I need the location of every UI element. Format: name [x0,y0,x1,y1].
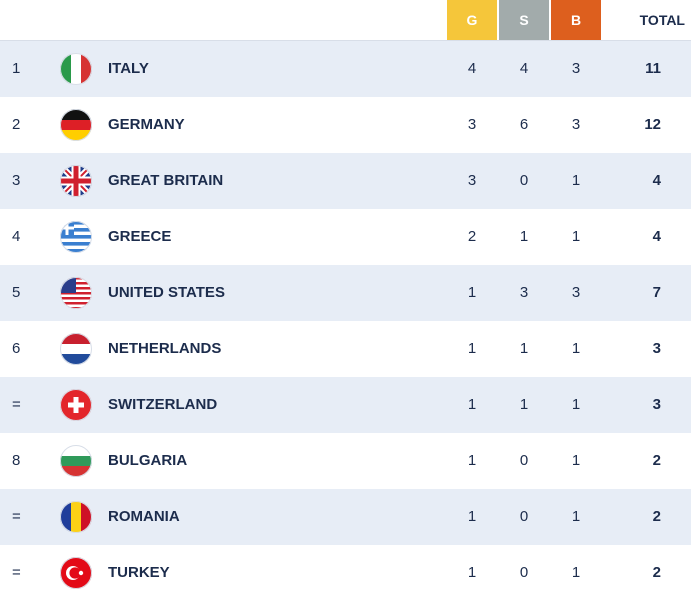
bronze-count: 3 [571,60,581,77]
rank: = [12,564,21,581]
rank: 4 [12,228,21,245]
table-row: 5 UNITED STATES 1 3 3 7 [0,265,691,321]
country-name: ITALY [108,60,149,77]
flag-icon [60,109,92,145]
gold-count: 1 [467,508,477,525]
flag-icon [60,277,92,313]
country-name: ROMANIA [108,508,180,525]
table-row: 8 BULGARIA 1 0 1 2 [0,433,691,489]
silver-header: S [499,0,549,40]
flag-icon [60,53,92,89]
gold-count: 3 [467,172,477,189]
silver-count: 0 [519,452,529,469]
gold-count: 4 [467,60,477,77]
silver-count: 1 [519,228,529,245]
bronze-header: B [551,0,601,40]
table-row: 3 GREAT BRITAIN 3 0 1 4 [0,153,691,209]
country-name: GERMANY [108,116,185,133]
total-count: 3 [652,396,661,413]
gold-count: 1 [467,564,477,581]
silver-count: 4 [519,60,529,77]
rank: = [12,396,21,413]
flag [60,333,92,365]
country-name: SWITZERLAND [108,396,218,413]
gold-count: 2 [467,228,477,245]
total-count: 2 [652,452,661,469]
total-count: 11 [645,60,661,77]
flag [60,445,92,477]
flag [60,53,92,85]
country-name: NETHERLANDS [108,340,222,357]
flag [60,389,92,421]
country-name: TURKEY [108,564,170,581]
gold-count: 1 [467,396,477,413]
table-row: 6 NETHERLANDS 1 1 1 3 [0,321,691,377]
silver-count: 0 [519,172,529,189]
total-count: 12 [644,116,661,133]
country-name: GREAT BRITAIN [108,172,224,189]
total-count: 2 [652,508,661,525]
country-name: BULGARIA [108,452,188,469]
total-header: TOTAL [639,12,685,28]
gold-count: 1 [467,452,477,469]
silver-count: 6 [519,116,529,133]
rank: 3 [12,172,21,189]
table-row: = ROMANIA 1 0 1 2 [0,489,691,545]
bronze-count: 1 [571,564,581,581]
flag [60,221,92,253]
bronze-count: 3 [571,116,581,133]
silver-count: 0 [519,564,529,581]
gold-count: 1 [467,340,477,357]
table-row: 4 GREECE 2 1 1 4 [0,209,691,265]
flag-icon [60,501,92,537]
gold-count: 3 [467,116,477,133]
total-count: 7 [652,284,661,301]
flag [60,165,92,197]
silver-count: 1 [519,396,529,413]
bronze-count: 1 [571,452,581,469]
flag [60,557,92,589]
silver-count: 3 [519,284,529,301]
rank: 8 [12,452,21,469]
flag [60,109,92,141]
country-name: GREECE [108,228,172,245]
rank: 1 [12,60,21,77]
table-row: 2 GERMANY 3 6 3 12 [0,97,691,153]
flag-icon [60,445,92,481]
total-count: 3 [652,340,661,357]
gold-count: 1 [467,284,477,301]
bronze-count: 3 [571,284,581,301]
flag-icon [60,557,92,593]
bronze-count: 1 [571,340,581,357]
rank: 2 [12,116,21,133]
table-row: = TURKEY 1 0 1 2 [0,545,691,600]
flag [60,501,92,533]
total-count: 4 [652,172,661,189]
flag-icon [60,333,92,369]
gold-header: G [447,0,497,40]
rank: = [12,508,21,525]
flag-icon [60,221,92,257]
divider [0,40,691,41]
rank: 5 [12,284,21,301]
rank: 6 [12,340,21,357]
total-count: 4 [652,228,661,245]
total-count: 2 [652,564,661,581]
table-row: = SWITZERLAND 1 1 1 3 [0,377,691,433]
silver-count: 0 [519,508,529,525]
bronze-count: 1 [571,172,581,189]
flag [60,277,92,309]
bronze-count: 1 [571,396,581,413]
flag-icon [60,165,92,201]
country-name: UNITED STATES [108,284,225,301]
bronze-count: 1 [571,228,581,245]
bronze-count: 1 [571,508,581,525]
flag-icon [60,389,92,425]
table-row: 1 ITALY 4 4 3 11 [0,41,691,97]
silver-count: 1 [519,340,529,357]
